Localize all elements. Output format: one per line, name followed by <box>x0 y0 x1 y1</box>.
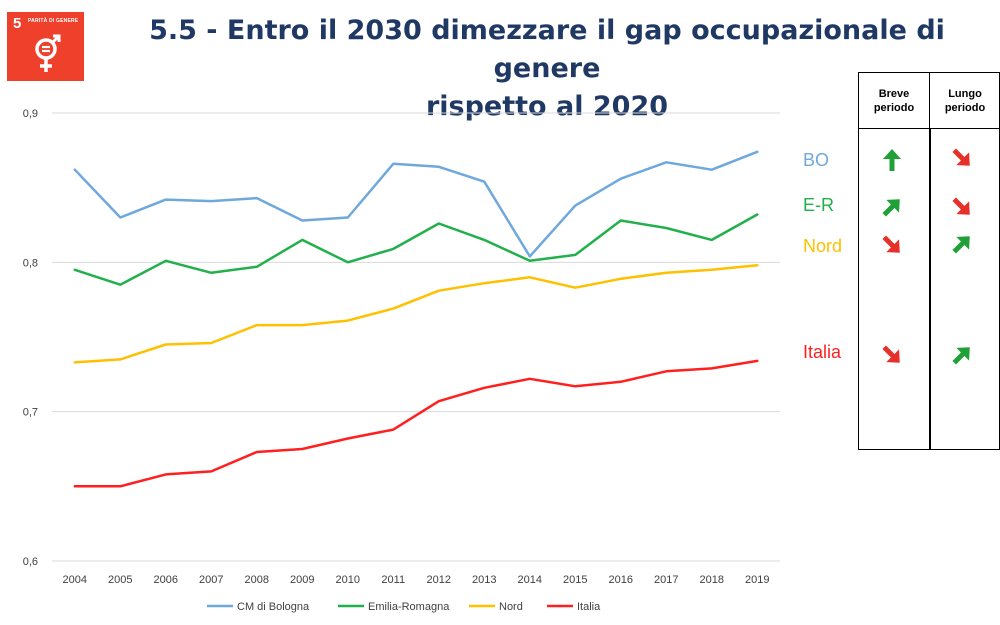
x-tick-label: 2005 <box>108 574 132 586</box>
title-line-2: rispetto al 2020 <box>425 91 669 122</box>
gender-equality-icon <box>35 34 61 72</box>
x-tick-label: 2013 <box>472 574 496 586</box>
arrow-italia-short-icon <box>879 342 905 368</box>
arrow-nord-long-icon <box>949 231 975 257</box>
trend-table: Breve periodo Lungo periodo <box>858 72 1000 450</box>
arrow-nord-short-icon <box>879 232 905 258</box>
x-tick-label: 2009 <box>290 574 314 586</box>
title-line-1: 5.5 - Entro il 2030 dimezzare il gap occ… <box>149 15 945 84</box>
arrow-er-short-icon <box>879 194 905 220</box>
legend-label: CM di Bologna <box>237 601 310 613</box>
row-label-bo: BO <box>803 150 830 170</box>
row-label-italia: Italia <box>803 342 842 362</box>
x-tick-label: 2011 <box>381 574 405 586</box>
row-label-er: E-R <box>803 195 834 215</box>
sdg-goal-number: 5 <box>13 15 22 32</box>
sdg-goal-name: PARITÀ DI GENERE <box>28 18 79 24</box>
x-tick-label: 2016 <box>609 574 633 586</box>
x-tick-label: 2017 <box>654 574 678 586</box>
y-tick-label: 0,8 <box>23 257 38 269</box>
y-tick-label: 0,7 <box>23 407 38 419</box>
y-tick-label: 0,9 <box>23 108 38 120</box>
sdg-goal-5-badge: 5 PARITÀ DI GENERE <box>7 12 84 81</box>
x-tick-label: 2004 <box>63 574 87 586</box>
x-tick-label: 2008 <box>245 574 269 586</box>
arrow-er-long-icon <box>949 194 975 220</box>
arrow-italia-long-icon <box>949 342 975 368</box>
x-tick-label: 2014 <box>518 574 542 586</box>
table-divider <box>929 129 931 449</box>
x-tick-label: 2012 <box>427 574 451 586</box>
x-tick-label: 2019 <box>745 574 769 586</box>
series-line <box>73 150 759 258</box>
x-tick-label: 2015 <box>563 574 587 586</box>
x-tick-label: 2006 <box>154 574 178 586</box>
x-tick-label: 2007 <box>199 574 223 586</box>
x-tick-label: 2018 <box>700 574 724 586</box>
legend-label: Emilia-Romagna <box>368 601 450 613</box>
legend-label: Italia <box>577 601 601 613</box>
row-label-nord: Nord <box>803 236 843 256</box>
series-line <box>73 213 759 286</box>
header-short-period: Breve periodo <box>859 73 930 129</box>
legend-label: Nord <box>499 601 523 613</box>
x-tick-label: 2010 <box>336 574 360 586</box>
series-line <box>73 264 759 364</box>
arrow-bo-long-icon <box>949 145 975 171</box>
page-title: 5.5 - Entro il 2030 dimezzare il gap occ… <box>112 12 982 126</box>
arrow-bo-short-icon <box>879 147 905 173</box>
series-line <box>73 359 759 488</box>
y-tick-label: 0,6 <box>23 556 38 568</box>
header-long-period: Lungo periodo <box>930 73 1000 129</box>
